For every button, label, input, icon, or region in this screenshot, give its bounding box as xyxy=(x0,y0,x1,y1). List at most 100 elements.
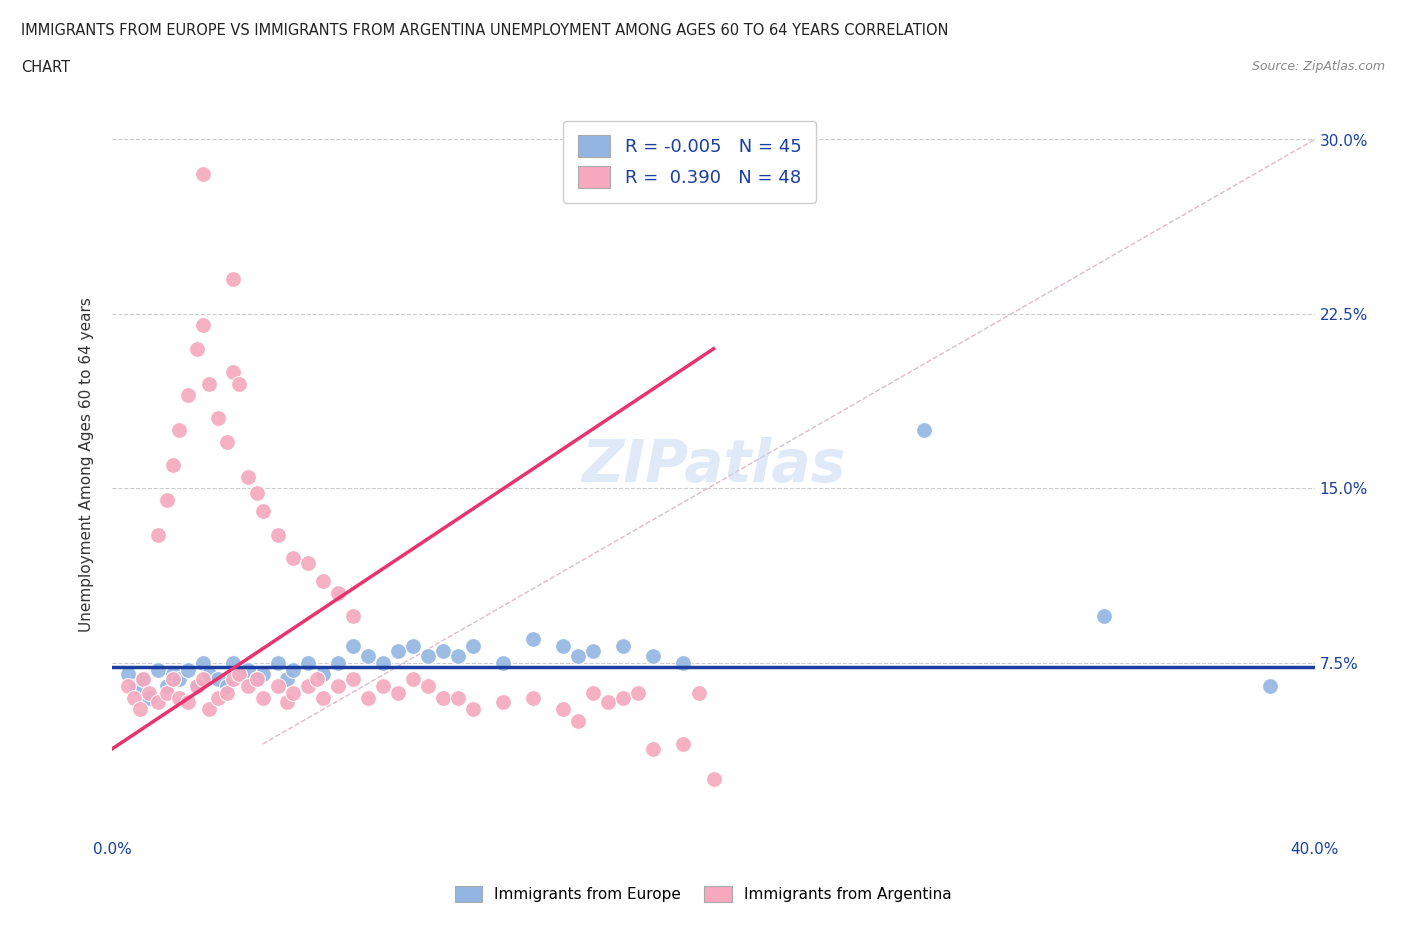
Point xyxy=(167,423,190,438)
Point xyxy=(702,772,725,787)
Point xyxy=(207,671,229,686)
Point xyxy=(492,695,515,710)
Point xyxy=(402,639,425,654)
Point xyxy=(222,656,245,671)
Point xyxy=(312,574,335,589)
Point xyxy=(222,365,245,379)
Point xyxy=(215,434,238,449)
Point xyxy=(155,679,177,694)
Point xyxy=(125,679,148,694)
Point xyxy=(176,695,198,710)
Point xyxy=(176,662,198,677)
Point xyxy=(643,648,665,663)
Point xyxy=(191,167,214,182)
Point xyxy=(236,470,259,485)
Point xyxy=(357,690,380,705)
Point xyxy=(236,662,259,677)
Point xyxy=(326,586,349,601)
Point xyxy=(416,648,439,663)
Point xyxy=(267,527,290,542)
Point xyxy=(191,671,214,686)
Point xyxy=(342,609,364,624)
Point xyxy=(297,555,319,570)
Point xyxy=(598,695,620,710)
Point xyxy=(447,690,470,705)
Point xyxy=(371,679,394,694)
Point xyxy=(643,741,665,756)
Point xyxy=(131,671,153,686)
Point xyxy=(117,667,139,682)
Point xyxy=(281,662,304,677)
Point xyxy=(228,667,250,682)
Point xyxy=(146,695,169,710)
Point xyxy=(246,485,269,500)
Point xyxy=(1092,609,1115,624)
Point xyxy=(326,679,349,694)
Point xyxy=(162,667,184,682)
Point xyxy=(447,648,470,663)
Point xyxy=(627,685,650,700)
Point xyxy=(162,671,184,686)
Point xyxy=(146,662,169,677)
Point xyxy=(612,690,634,705)
Point xyxy=(342,639,364,654)
Point xyxy=(176,388,198,403)
Point xyxy=(492,656,515,671)
Point xyxy=(312,690,335,705)
Y-axis label: Unemployment Among Ages 60 to 64 years: Unemployment Among Ages 60 to 64 years xyxy=(79,298,94,632)
Point xyxy=(197,702,219,717)
Point xyxy=(131,671,153,686)
Legend: R = -0.005   N = 45, R =  0.390   N = 48: R = -0.005 N = 45, R = 0.390 N = 48 xyxy=(564,121,815,203)
Point xyxy=(246,671,269,686)
Point xyxy=(252,667,274,682)
Point xyxy=(432,690,454,705)
Point xyxy=(155,685,177,700)
Point xyxy=(461,639,484,654)
Point xyxy=(297,656,319,671)
Point xyxy=(246,671,269,686)
Point xyxy=(228,667,250,682)
Point xyxy=(612,639,634,654)
Point xyxy=(357,648,380,663)
Point xyxy=(207,690,229,705)
Point xyxy=(688,685,710,700)
Point xyxy=(215,679,238,694)
Point xyxy=(522,632,544,647)
Point xyxy=(402,671,425,686)
Point xyxy=(222,272,245,286)
Point xyxy=(207,411,229,426)
Point xyxy=(522,690,544,705)
Point xyxy=(567,713,589,728)
Point xyxy=(191,318,214,333)
Point xyxy=(186,341,208,356)
Point xyxy=(672,737,695,751)
Point xyxy=(567,648,589,663)
Point xyxy=(582,685,605,700)
Point xyxy=(305,671,328,686)
Point xyxy=(281,685,304,700)
Point xyxy=(228,377,250,392)
Point xyxy=(128,702,150,717)
Point xyxy=(197,377,219,392)
Point xyxy=(553,702,575,717)
Point xyxy=(416,679,439,694)
Point xyxy=(387,644,409,658)
Point xyxy=(122,690,145,705)
Point xyxy=(276,695,298,710)
Point xyxy=(267,679,290,694)
Point xyxy=(252,504,274,519)
Point xyxy=(1258,679,1281,694)
Point xyxy=(582,644,605,658)
Point xyxy=(267,656,290,671)
Point xyxy=(371,656,394,671)
Point xyxy=(342,671,364,686)
Point xyxy=(222,671,245,686)
Point xyxy=(432,644,454,658)
Text: ZIPatlas: ZIPatlas xyxy=(581,436,846,494)
Text: IMMIGRANTS FROM EUROPE VS IMMIGRANTS FROM ARGENTINA UNEMPLOYMENT AMONG AGES 60 T: IMMIGRANTS FROM EUROPE VS IMMIGRANTS FRO… xyxy=(21,23,949,38)
Point xyxy=(326,656,349,671)
Point xyxy=(162,458,184,472)
Text: Source: ZipAtlas.com: Source: ZipAtlas.com xyxy=(1251,60,1385,73)
Point xyxy=(191,656,214,671)
Point xyxy=(186,679,208,694)
